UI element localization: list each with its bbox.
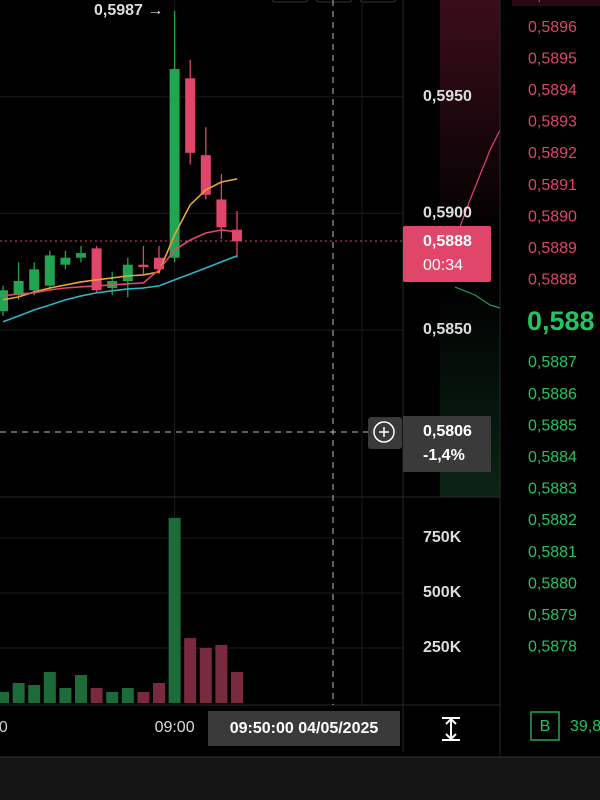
y-tick-label: 250K [423,639,462,656]
ask-price: 0,5889 [528,240,577,257]
side-badge[interactable] [530,711,560,741]
ask-price: 0,5895 [528,50,577,67]
x-tick-label: 00 [0,719,8,736]
candle-body [154,257,164,270]
side-label: B [540,718,551,735]
crosshair-price-box [403,416,491,472]
bid-price: 0,5883 [528,481,577,498]
ask-price: 0,5890 [528,208,577,225]
last-price: 0,5888 [423,233,472,250]
last-price-box [403,226,491,282]
order-book: 0,5897 0,5896 0,5895 0,5894 0,5893 0,5892 0,58… [528,0,577,656]
candle-body [122,264,133,282]
y-tick-label: 500K [423,584,462,601]
bid-price: 0,5885 [528,417,577,434]
volume-bar [0,691,9,703]
ask-price: 0,5892 [528,145,577,162]
bid-price: 0,5881 [528,544,577,561]
volume-bar [28,684,41,703]
ask-depth-curve [454,129,501,241]
toolbar-button[interactable] [271,0,309,3]
candle-body [13,281,24,295]
candle-body [60,257,71,265]
bid-price: 0,5887 [528,354,577,371]
ask-price: 0,5888 [528,272,577,289]
add-icon[interactable] [373,421,395,443]
volume-bar [59,688,72,703]
x-tick-label: 09:00 [155,719,195,736]
bid-price: 0,5886 [528,386,577,403]
bid-price: 0,5880 [528,575,577,592]
ask-price: 0,5897 [528,0,577,4]
bid-price: 0,5878 [528,639,577,656]
candle-body [91,248,102,291]
y-tick-label: 0,5900 [423,205,472,222]
volume-bar [106,691,119,703]
y-tick-label: 0,5850 [423,321,472,338]
y-tick-label: 750K [423,529,462,546]
order-book-last: 0,588 [527,306,595,336]
scale-toggle[interactable] [442,717,460,741]
countdown: 00:34 [423,257,463,274]
crosshair-price: 0,5806 [423,423,472,440]
toolbar-button[interactable] [359,0,397,3]
candle-body [138,264,149,268]
candle-body [216,199,227,228]
ask-price: 0,5896 [528,19,577,36]
volume-bar [121,688,134,703]
ask-price: 0,5893 [528,114,577,131]
toolbar-button[interactable] [315,0,353,3]
high-marker: 0,5987 → [94,2,163,19]
amount: 39,8 [570,718,600,735]
volume-bar [137,691,150,703]
ask-highlight [512,0,600,6]
candle-body [200,155,211,195]
moving-average [2,178,238,301]
volume-bar [184,638,197,703]
volume-bar [153,682,165,703]
volume-bar [231,671,243,703]
add-icon-plus [379,427,389,437]
crosshair-change: -1,4% [423,447,465,464]
candle-body [169,68,180,258]
volume-bar [12,682,25,703]
candle-body [185,78,196,153]
bid-price: 0,5879 [528,607,577,624]
moving-average [2,229,238,297]
crosshair-time-box [208,711,400,746]
candle-body [29,269,40,291]
ask-price: 0,5894 [528,82,577,99]
volume-bar [75,675,87,703]
candle-body [0,290,8,312]
crosshair-time: 09:50:00 04/05/2025 [230,720,379,737]
candle-body [232,229,242,242]
volume-bar [168,517,181,703]
ask-price: 0,5891 [528,177,577,194]
bid-price: 0,5882 [528,512,577,529]
bottom-bar [0,757,600,800]
volume-bar [43,671,56,703]
plot: 0,5850 0,5900 0,5950 250K 500K 750K 09:00 [0,0,472,736]
volume-bar [199,647,212,703]
candle-body [44,255,55,286]
volume-bar [215,644,228,703]
bid-price: 0,5884 [528,449,577,466]
volume-bar [90,688,103,703]
candle-body [76,253,86,258]
bid-depth-curve [454,286,501,309]
y-tick-label: 0,5950 [423,88,472,105]
moving-average [2,255,238,323]
